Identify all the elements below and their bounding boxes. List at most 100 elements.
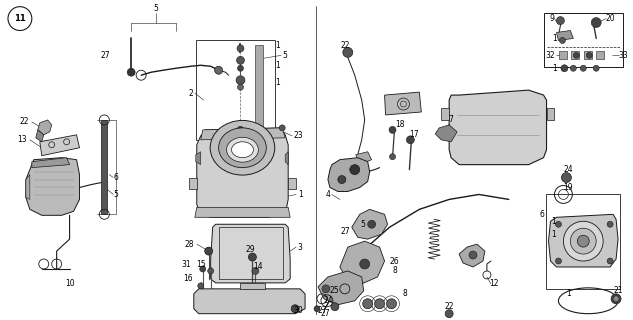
Circle shape [331,303,339,311]
Circle shape [197,283,204,289]
Text: 23: 23 [293,131,303,140]
Circle shape [237,45,244,52]
Text: 25: 25 [329,286,339,295]
Polygon shape [197,128,288,217]
Text: 15: 15 [196,260,206,268]
Circle shape [200,266,206,272]
Text: 10: 10 [65,279,75,288]
Polygon shape [26,158,80,215]
Polygon shape [340,241,385,284]
Polygon shape [285,152,288,165]
Polygon shape [385,92,422,115]
Polygon shape [194,289,305,314]
Text: 17: 17 [410,130,419,139]
Text: 20: 20 [605,14,615,23]
Polygon shape [101,120,108,214]
Polygon shape [32,158,70,168]
Text: 27: 27 [340,227,349,236]
Polygon shape [572,52,579,59]
Polygon shape [441,108,449,120]
Polygon shape [596,52,604,59]
Circle shape [363,299,373,309]
Polygon shape [449,90,546,165]
Text: 28: 28 [184,240,194,249]
Text: 9: 9 [549,14,554,23]
Text: 22: 22 [19,117,28,126]
Text: 1: 1 [566,289,571,298]
Text: 29: 29 [246,244,255,254]
Text: 26: 26 [390,257,399,266]
Circle shape [236,76,245,85]
Polygon shape [40,135,80,156]
Circle shape [237,84,244,90]
Text: 1: 1 [552,64,557,73]
Circle shape [215,66,223,74]
Circle shape [389,154,396,160]
Text: 8: 8 [402,289,407,298]
Text: 2: 2 [189,89,193,98]
Text: 3: 3 [298,243,303,252]
Circle shape [560,37,565,44]
Text: 30: 30 [293,306,303,315]
Circle shape [314,306,320,312]
Circle shape [343,47,353,57]
Text: 24: 24 [323,296,333,305]
Text: 27: 27 [320,309,330,318]
Circle shape [607,221,613,227]
Circle shape [570,228,596,254]
Text: 1: 1 [551,217,556,226]
Ellipse shape [210,120,275,175]
Circle shape [389,126,396,133]
Polygon shape [318,271,364,305]
Circle shape [445,310,453,318]
Text: 11: 11 [14,14,26,23]
Polygon shape [201,128,285,140]
Text: 27: 27 [101,51,110,60]
Polygon shape [196,152,201,165]
Text: 5: 5 [360,220,365,229]
Polygon shape [549,214,618,267]
Text: 7: 7 [449,116,454,124]
Ellipse shape [227,137,258,162]
Polygon shape [584,52,592,59]
Polygon shape [241,283,265,289]
Circle shape [580,65,586,71]
Circle shape [237,65,244,71]
Circle shape [360,259,370,269]
Circle shape [611,294,621,304]
Polygon shape [38,120,52,135]
Circle shape [237,126,244,133]
Circle shape [561,65,568,72]
Circle shape [613,296,619,302]
Text: 1: 1 [275,78,280,87]
Bar [196,40,275,140]
Text: 1: 1 [551,230,556,239]
Text: 1: 1 [552,34,557,43]
Bar [546,195,620,289]
Circle shape [248,253,256,261]
Circle shape [204,247,213,255]
Circle shape [570,65,576,71]
Polygon shape [36,130,44,142]
Circle shape [591,18,601,28]
Text: 33: 33 [618,51,628,60]
Text: 24: 24 [563,165,573,174]
Text: 22: 22 [340,41,349,50]
Circle shape [252,268,259,275]
Polygon shape [26,175,30,199]
Polygon shape [546,108,555,120]
Circle shape [208,268,214,274]
Polygon shape [288,178,296,189]
Polygon shape [211,224,290,283]
Circle shape [561,172,572,182]
Circle shape [586,52,592,58]
Circle shape [406,136,415,144]
Text: 22: 22 [444,302,454,311]
Polygon shape [328,158,370,191]
Circle shape [607,258,613,264]
Ellipse shape [232,142,253,158]
Circle shape [127,68,135,76]
Circle shape [556,258,561,264]
Polygon shape [352,209,387,239]
Circle shape [577,235,589,247]
